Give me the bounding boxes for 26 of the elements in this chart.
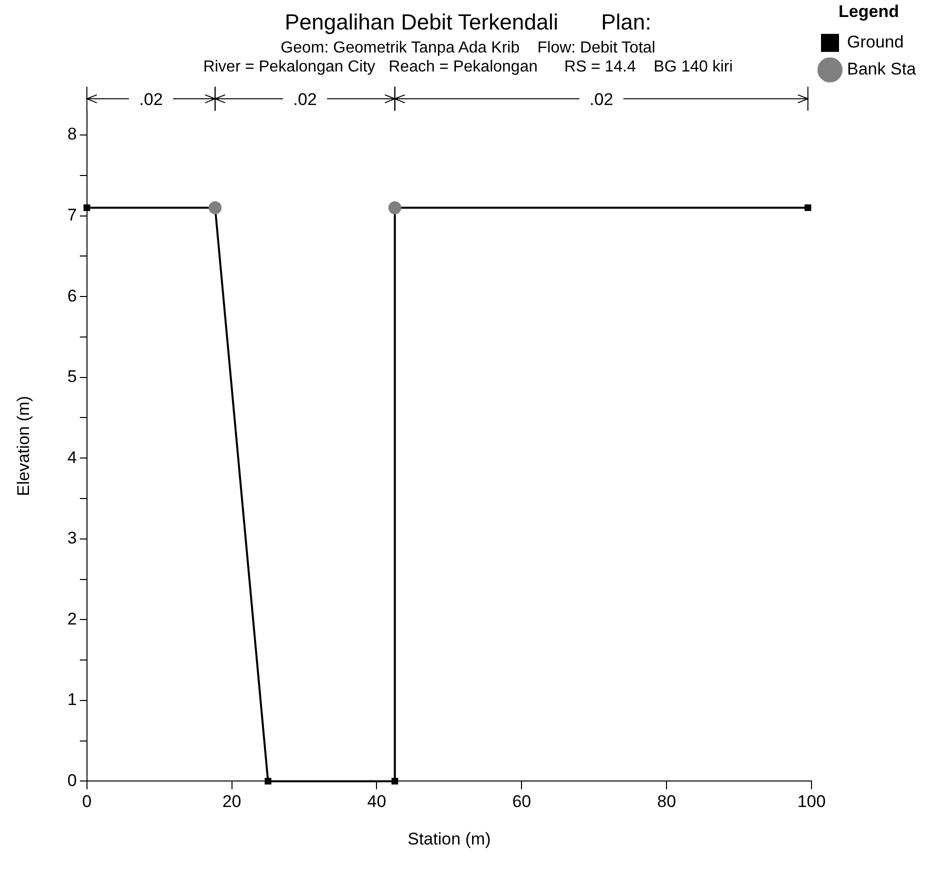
y-axis-title: Elevation (m) [14,396,33,496]
y-tick-label: 1 [67,690,77,710]
chart-subtitle: Geom: Geometrik Tanpa Ada Krib Flow: Debit Total [280,39,656,56]
x-tick-label: 0 [82,792,92,812]
y-tick-label: 6 [67,286,77,306]
y-tick-label: 2 [67,609,77,628]
text: .02 [139,90,163,109]
chart-title: Pengalihan Debit Terkendali Plan: [284,9,652,34]
x-tick-label: 100 [797,792,826,812]
x-tick-label: 20 [222,792,242,812]
x-tick-label: 80 [657,792,676,812]
text: .02 [590,90,614,109]
x-axis-title: Station (m) [408,829,491,848]
x-tick-label: 40 [367,792,386,812]
y-tick-label: 5 [67,367,77,386]
y-tick-label: 7 [67,205,77,224]
legend-title: Legend [838,2,899,22]
x-tick-label: 60 [512,792,532,812]
y-tick-label: 8 [67,124,77,144]
text: River = Pekalongan City Reach = Pekalongan RS = 14.4 BG 140 kiri [203,58,733,76]
y-tick-label: 0 [67,770,77,790]
legend-label: Ground [847,32,904,52]
y-tick-label: 4 [67,448,77,467]
legend-label: Bank Sta [847,60,917,79]
text: .02 [293,90,317,109]
y-tick-label: 3 [67,528,77,548]
